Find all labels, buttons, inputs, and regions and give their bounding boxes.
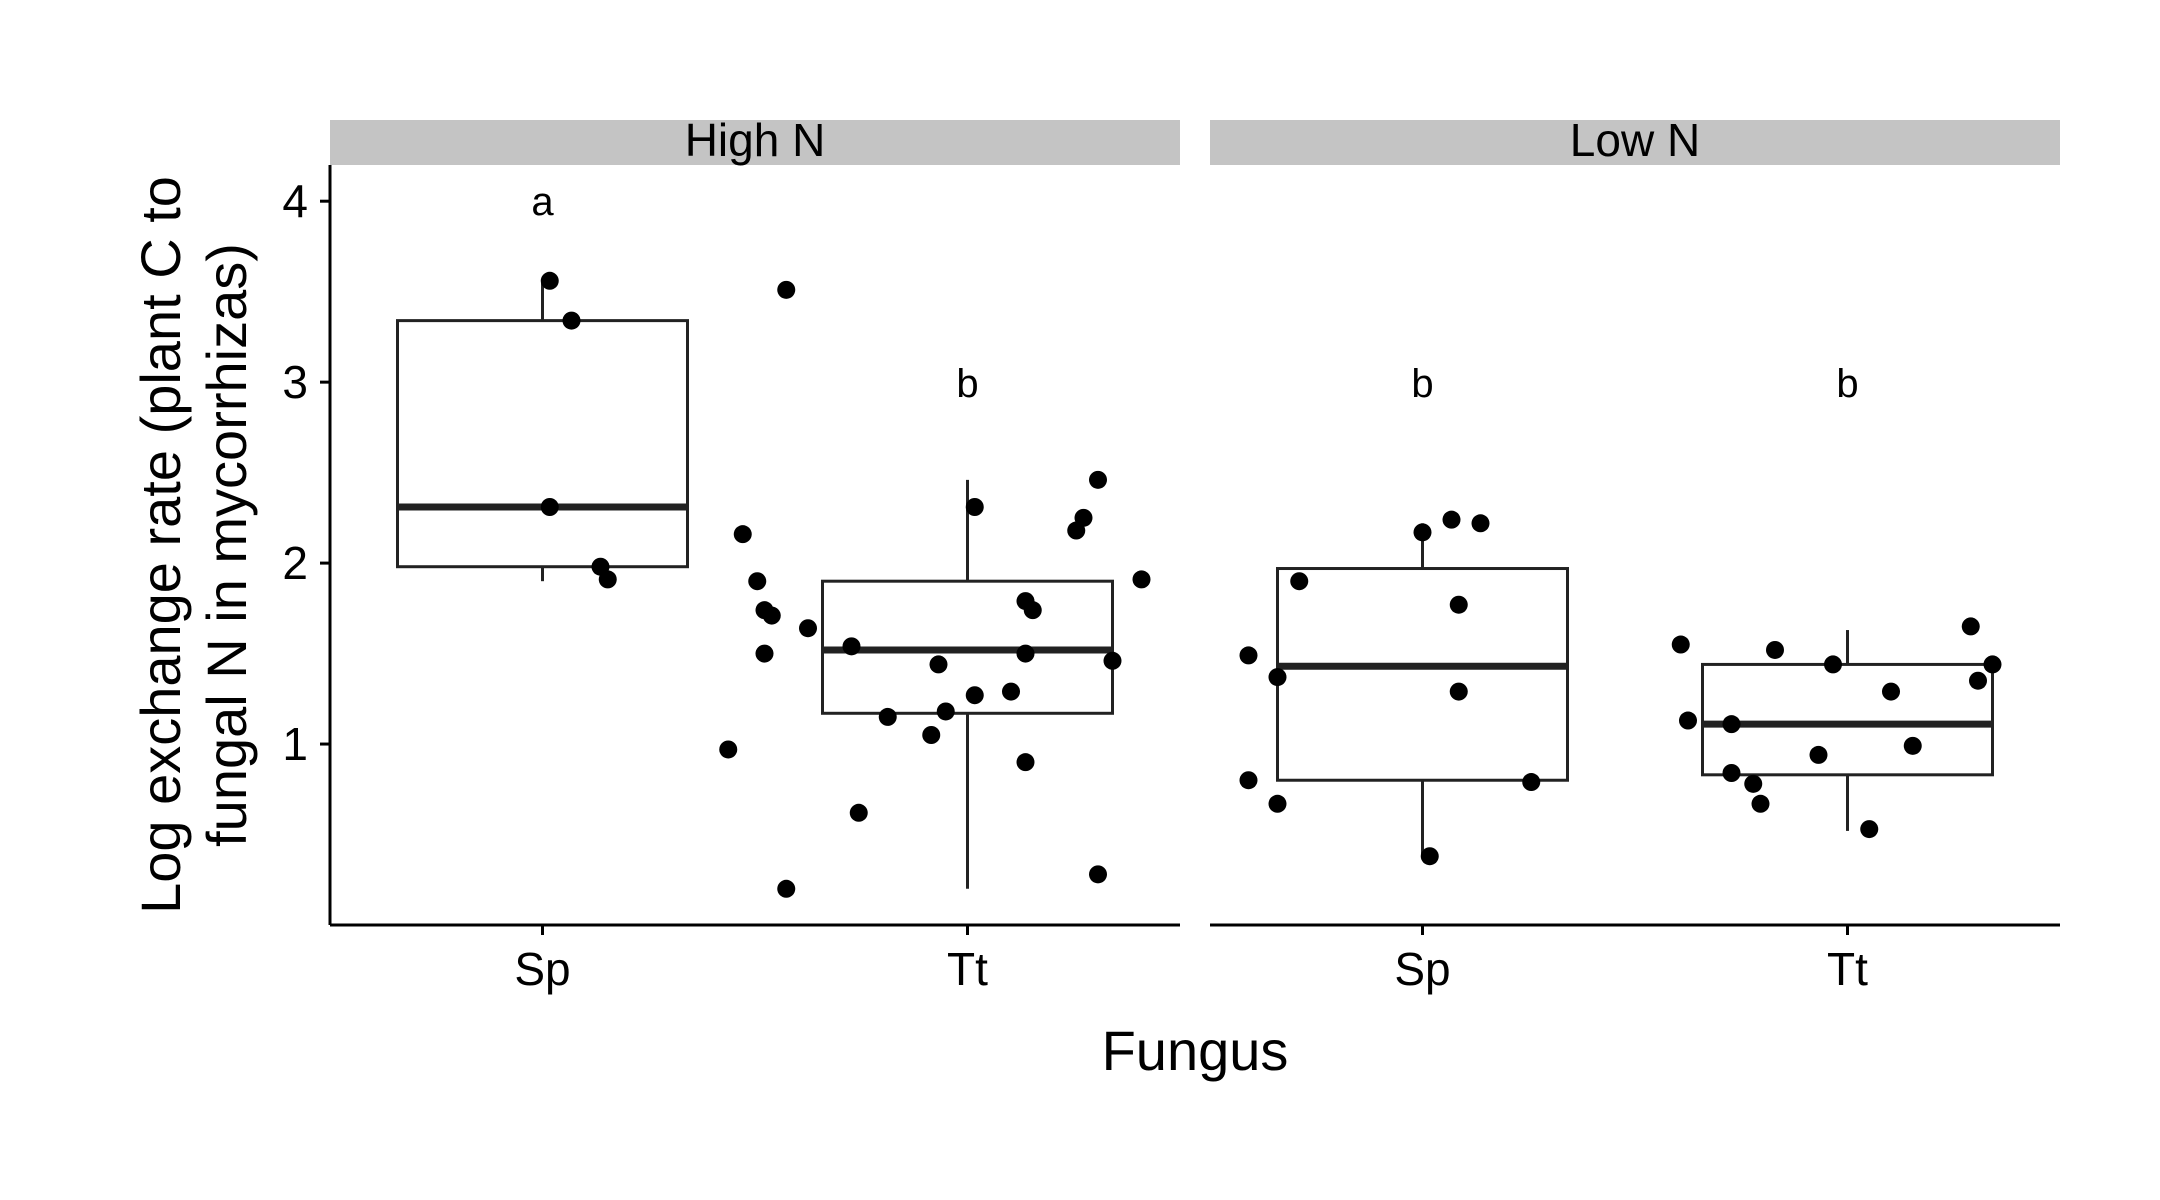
data-point: [1969, 671, 1987, 690]
data-point: [965, 498, 984, 516]
data-point: [1961, 617, 1980, 636]
data-point: [777, 280, 796, 299]
box-group-sp: b: [1239, 362, 1569, 866]
data-point: [1471, 514, 1490, 533]
y-tick-label: 3: [282, 356, 308, 408]
x-tick-label: Tt: [1827, 943, 1868, 995]
data-point: [965, 686, 984, 705]
y-tick-label: 4: [282, 175, 308, 227]
x-axis-title: Fungus: [1102, 1019, 1289, 1082]
data-point: [540, 271, 559, 290]
data-point: [1449, 682, 1468, 701]
facet-strip: [330, 120, 1180, 165]
data-point: [1679, 711, 1697, 730]
data-point: [922, 726, 941, 744]
y-tick-label: 1: [282, 718, 308, 770]
data-point: [1449, 595, 1468, 614]
facet-panel-2: Low N b Sp b Tt: [1210, 114, 2060, 995]
data-point: [719, 740, 738, 759]
data-point: [1089, 470, 1107, 489]
data-point: [1983, 655, 2002, 674]
facet-strip: [1210, 120, 2060, 165]
facet-strip-label: Low N: [1570, 114, 1700, 166]
data-point: [842, 637, 861, 656]
data-point: [799, 619, 817, 638]
data-point: [1903, 736, 1922, 755]
significance-letter: a: [531, 180, 554, 224]
data-point: [1442, 510, 1461, 529]
data-point: [777, 879, 796, 898]
data-point: [849, 803, 868, 822]
significance-letter: b: [1836, 362, 1858, 406]
box-iqr: [1701, 662, 1994, 777]
data-point: [733, 525, 752, 544]
data-point: [1744, 774, 1763, 793]
data-point: [1290, 572, 1309, 591]
data-point: [1023, 601, 1042, 620]
facet-panels: High N 1 2 3 4 a Sp b Tt Low N b Sp b Tt: [282, 114, 2060, 995]
data-point: [1671, 635, 1690, 654]
data-point: [540, 498, 559, 516]
data-point: [1860, 820, 1879, 839]
y-tick-label: 2: [282, 537, 308, 589]
facet-panel-1: High N 1 2 3 4 a Sp b Tt: [282, 114, 1180, 995]
data-point: [878, 707, 897, 726]
data-point: [1239, 646, 1258, 665]
data-point: [562, 311, 581, 330]
data-point: [755, 644, 774, 663]
data-point: [1824, 655, 1842, 674]
data-point: [1089, 865, 1107, 884]
y-axis-title-line-1: Log exchange rate (plant C to: [129, 176, 192, 914]
box-iqr: [1276, 567, 1569, 782]
data-point: [1522, 773, 1541, 792]
y-axis-title-line-2: fungal N in mycorrhizas): [195, 243, 258, 847]
data-point: [929, 655, 948, 674]
data-point: [1722, 764, 1741, 782]
box-group-sp: a: [396, 180, 689, 589]
data-point: [1002, 682, 1020, 701]
data-point: [1722, 715, 1741, 734]
data-point: [1413, 523, 1432, 542]
data-point: [1067, 521, 1086, 540]
data-point: [1268, 668, 1287, 687]
data-point: [1766, 640, 1784, 659]
x-tick-label: Sp: [1394, 943, 1450, 995]
data-point: [1268, 794, 1287, 813]
data-point: [1239, 771, 1258, 790]
data-point: [1016, 644, 1035, 663]
box-group-tt: b: [719, 280, 1151, 898]
data-point: [1809, 745, 1828, 764]
data-point: [936, 702, 955, 721]
data-point: [1420, 847, 1439, 866]
x-tick-label: Sp: [514, 943, 570, 995]
facet-strip-label: High N: [685, 114, 826, 166]
significance-letter: b: [1411, 362, 1433, 406]
box-group-tt: b: [1671, 362, 2002, 839]
x-tick-label: Tt: [947, 943, 988, 995]
data-point: [1751, 794, 1770, 813]
data-point: [748, 572, 767, 591]
y-axis-title: Log exchange rate (plant C to fungal N i…: [129, 176, 258, 914]
data-point: [755, 601, 774, 620]
data-point: [1016, 753, 1035, 772]
data-point: [1882, 682, 1900, 701]
significance-letter: b: [956, 362, 978, 406]
data-point: [1103, 651, 1122, 670]
data-point: [1132, 570, 1151, 589]
data-point: [598, 570, 617, 589]
box-iqr: [396, 319, 689, 569]
